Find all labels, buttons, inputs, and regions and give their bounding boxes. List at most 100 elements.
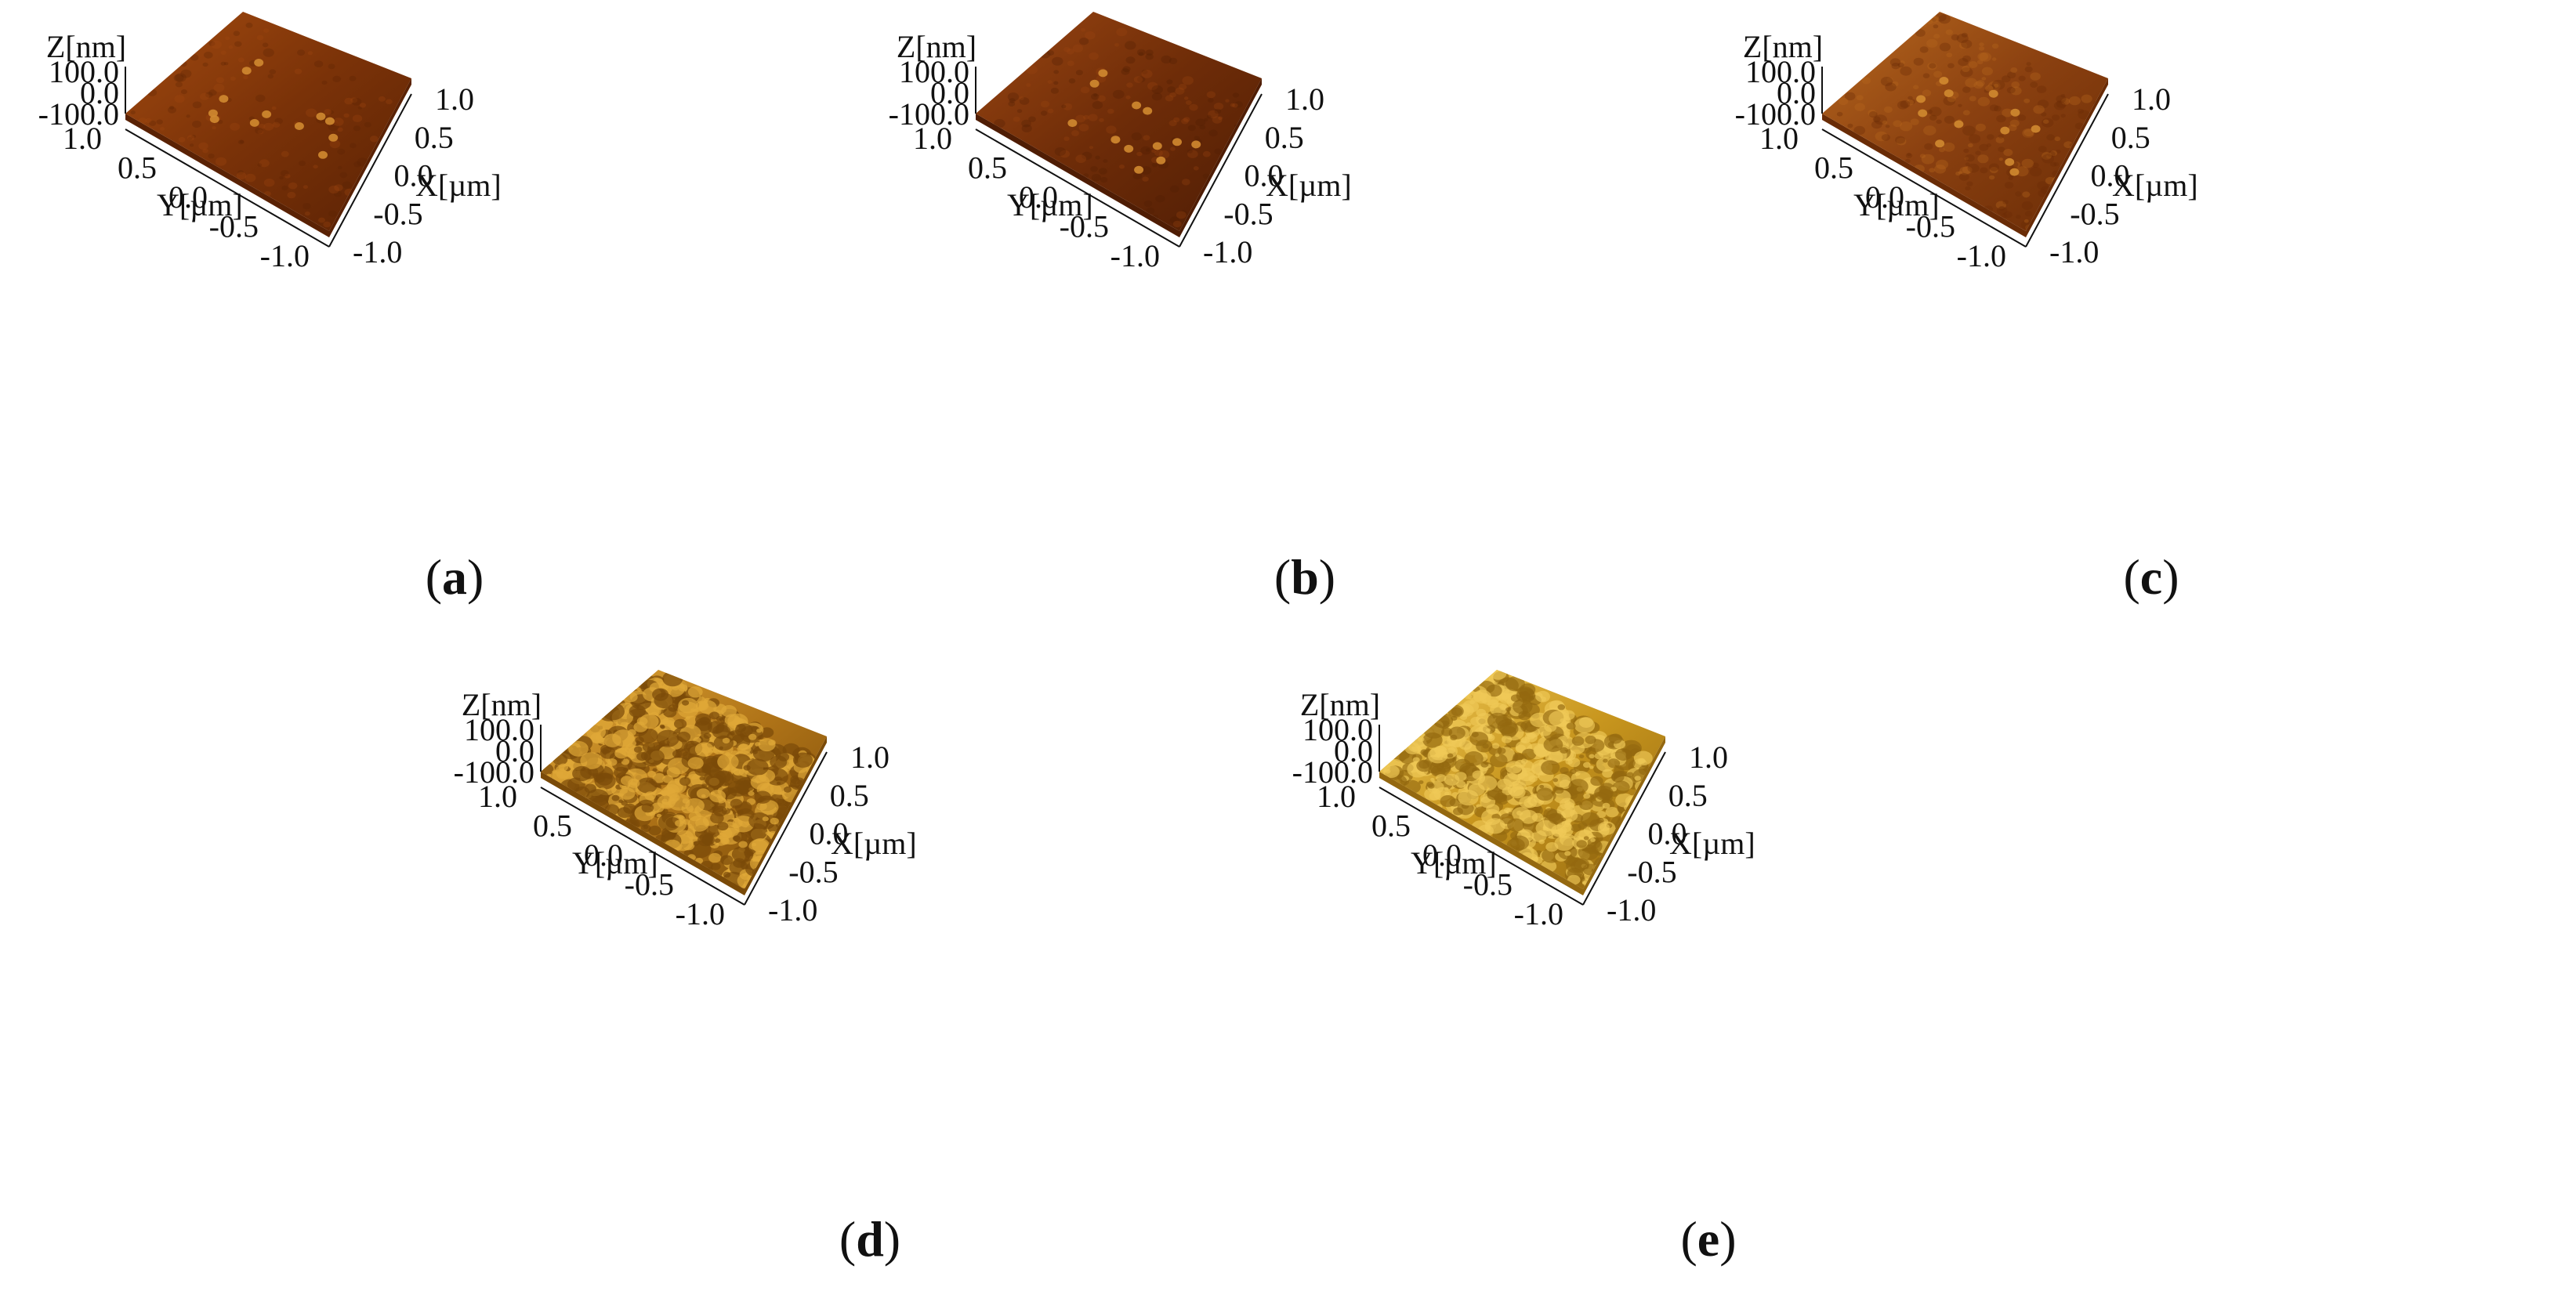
afm-panel-b: Z[nm] 100.0 0.0 -100.0 1.0 0.5 0.0 -0.5 -1.0 Y[µm… — [889, 0, 1744, 635]
x-tick-label: 0.5 — [2111, 120, 2150, 155]
panel-caption-c: (c) — [2123, 549, 2179, 605]
y-axis-label: Y[µm] — [157, 187, 243, 222]
x-tick-label: 1.0 — [1689, 740, 1728, 775]
x-tick-label: -1.0 — [768, 892, 817, 928]
x-tick-label: 0.0 — [1245, 158, 1284, 193]
afm-panel-a: Z[nm] 100.0 0.0 -100.0 1.0 0.5 0.0 -0.5 -1.0 Y[µm… — [38, 0, 893, 635]
y-tick-label: -1.0 — [1957, 238, 2006, 273]
x-tick-label: -1.0 — [2049, 234, 2099, 269]
z-tick-label: 100.0 — [1745, 54, 1816, 89]
x-tick-label: -0.5 — [373, 196, 422, 231]
z-tick-label: -100.0 — [454, 754, 534, 790]
panel-caption-d: (d) — [839, 1211, 901, 1267]
surface-edge-front-right — [745, 736, 827, 895]
y-tick-label: 0.0 — [1019, 179, 1058, 215]
x-axis-label: X[µm] — [831, 826, 917, 861]
y-tick-label: -0.5 — [209, 209, 259, 244]
axes — [540, 725, 828, 906]
surface-edge-front-left — [1379, 772, 1583, 895]
x-tick-label: 0.0 — [810, 816, 849, 852]
y-tick-label: 0.0 — [1865, 179, 1904, 215]
y-tick-label: 0.0 — [584, 837, 623, 873]
x-tick-label: 1.0 — [2132, 81, 2171, 117]
z-tick-label: 100.0 — [49, 54, 119, 89]
y-tick-label: -0.5 — [1060, 209, 1109, 244]
z-tick-label: -100.0 — [1292, 754, 1373, 790]
surface-edge-front-right — [1583, 736, 1665, 895]
surface-edge-front-right — [2026, 78, 2108, 237]
z-tick-label: 0.0 — [930, 75, 969, 110]
x-axis-label: X[µm] — [1669, 826, 1755, 861]
y-tick-label: -0.5 — [625, 867, 674, 902]
z-tick-label: 100.0 — [899, 54, 969, 89]
y-tick-label: 0.5 — [118, 150, 157, 186]
z-tick-label: 100.0 — [1302, 712, 1373, 747]
y-tick-label: 1.0 — [63, 121, 102, 156]
surface-edge-front-left — [541, 772, 745, 895]
z-axis-label: Z[nm] — [1300, 687, 1380, 722]
x-tick-label: 0.5 — [1668, 778, 1708, 813]
y-tick-label: 1.0 — [1759, 121, 1799, 156]
z-tick-label: -100.0 — [889, 96, 969, 132]
x-tick-label: -1.0 — [353, 234, 402, 269]
y-tick-label: 1.0 — [1317, 779, 1356, 814]
afm-surface-plot-c: Z[nm]100.00.0-100.01.00.50.0-0.5-1.0Y[µm… — [1735, 12, 2198, 273]
y-tick-label: 0.5 — [533, 808, 572, 844]
panel-caption-a: (a) — [425, 549, 484, 605]
y-tick-label: -0.5 — [1463, 867, 1513, 902]
panel-caption-e: (e) — [1680, 1211, 1737, 1267]
afm-surface-plot-d: Z[nm]100.00.0-100.01.00.50.0-0.5-1.0Y[µm… — [454, 670, 917, 931]
y-axis-label: Y[µm] — [572, 845, 658, 881]
y-tick-label: 0.5 — [1371, 808, 1411, 844]
z-axis-label: Z[nm] — [897, 29, 976, 64]
y-tick-label: 0.0 — [168, 179, 208, 215]
y-tick-label: 1.0 — [913, 121, 952, 156]
y-tick-label: -1.0 — [260, 238, 310, 273]
surface-top — [125, 12, 411, 231]
x-axis-label: X[µm] — [1266, 168, 1352, 203]
z-tick-label: -100.0 — [38, 96, 119, 132]
x-tick-label: 1.0 — [435, 81, 474, 117]
x-tick-label: -0.5 — [1223, 196, 1273, 231]
afm-surface-plot-e: Z[nm]100.00.0-100.01.00.50.0-0.5-1.0Y[µm… — [1292, 670, 1755, 931]
surface-edge-front-left — [976, 114, 1179, 237]
surface-edge-front-left — [1822, 114, 2026, 237]
y-tick-label: -1.0 — [676, 896, 725, 931]
z-axis-label: Z[nm] — [1743, 29, 1823, 64]
z-tick-label: -100.0 — [1735, 96, 1816, 132]
y-tick-label: -1.0 — [1110, 238, 1160, 273]
afm-panel-d: Z[nm] 100.0 0.0 -100.0 1.0 0.5 0.0 -0.5 -1.0 Y[µm… — [454, 658, 1309, 1293]
x-tick-label: -0.5 — [1627, 854, 1676, 889]
x-tick-label: 1.0 — [1285, 81, 1324, 117]
axes — [1379, 725, 1666, 906]
axes — [125, 67, 412, 248]
z-tick-label: 0.0 — [495, 733, 534, 769]
afm-panel-c: Z[nm] 100.0 0.0 -100.0 1.0 0.5 0.0 -0.5 -1.0 Y[µm… — [1735, 0, 2576, 635]
z-tick-label: 0.0 — [1777, 75, 1816, 110]
x-tick-label: 1.0 — [850, 740, 889, 775]
surface-texture — [994, 27, 1261, 228]
z-tick-label: 0.0 — [80, 75, 119, 110]
surface-edge-front-right — [329, 78, 411, 237]
x-tick-label: -0.5 — [2070, 196, 2119, 231]
z-axis-label: Z[nm] — [46, 29, 126, 64]
y-axis-label: Y[µm] — [1853, 187, 1940, 222]
x-tick-label: 0.5 — [1265, 120, 1304, 155]
afm-surface-plot-b: Z[nm]100.00.0-100.01.00.50.0-0.5-1.0Y[µm… — [889, 12, 1352, 273]
z-tick-label: 100.0 — [464, 712, 534, 747]
y-tick-label: 0.5 — [968, 150, 1007, 186]
x-tick-label: 0.0 — [1648, 816, 1687, 852]
x-tick-label: 0.5 — [830, 778, 869, 813]
x-tick-label: 0.0 — [2091, 158, 2130, 193]
z-tick-label: 0.0 — [1334, 733, 1373, 769]
axes — [1821, 67, 2109, 248]
afm-surface-plot-a: Z[nm]100.00.0-100.01.00.50.0-0.5-1.0Y[µm… — [38, 12, 502, 273]
afm-panel-e: Z[nm] 100.0 0.0 -100.0 1.0 0.5 0.0 -0.5 -1.0 Y[µm… — [1292, 658, 2147, 1293]
x-axis-label: X[µm] — [415, 168, 502, 203]
y-axis-label: Y[µm] — [1411, 845, 1497, 881]
y-tick-label: -0.5 — [1906, 209, 1955, 244]
x-tick-label: -1.0 — [1203, 234, 1252, 269]
x-tick-label: -1.0 — [1607, 892, 1656, 928]
surface-top — [1822, 12, 2108, 231]
axes — [975, 67, 1263, 248]
